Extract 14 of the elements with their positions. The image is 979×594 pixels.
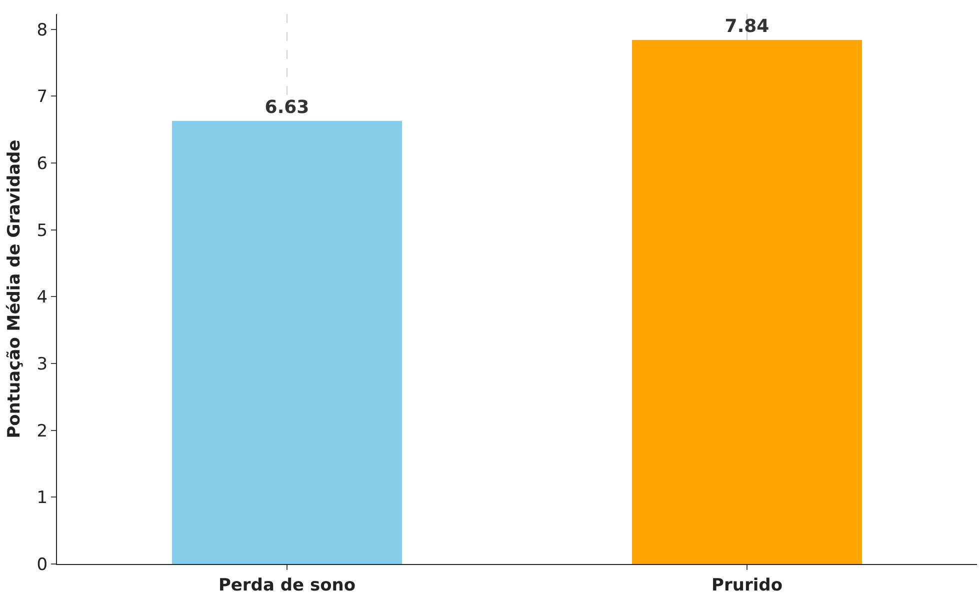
- y-tick-label: 8: [36, 20, 48, 40]
- y-tick-label: 4: [36, 288, 48, 308]
- y-tick-label: 1: [36, 488, 48, 508]
- x-tick-label: Perda de sono: [218, 575, 356, 594]
- y-tick-label: 6: [36, 154, 48, 174]
- data-label: 6.63: [264, 96, 310, 118]
- y-tick-label: 2: [36, 421, 48, 442]
- y-tick-label: 7: [36, 87, 48, 108]
- y-tick-label: 0: [36, 554, 48, 575]
- x-tick-label: Prurido: [711, 575, 783, 594]
- data-label: 7.84: [724, 16, 770, 38]
- y-tick-label: 3: [36, 354, 48, 374]
- y-tick-label: 5: [36, 220, 48, 241]
- y-axis-title: Pontuação Média de Gravidade: [4, 140, 24, 438]
